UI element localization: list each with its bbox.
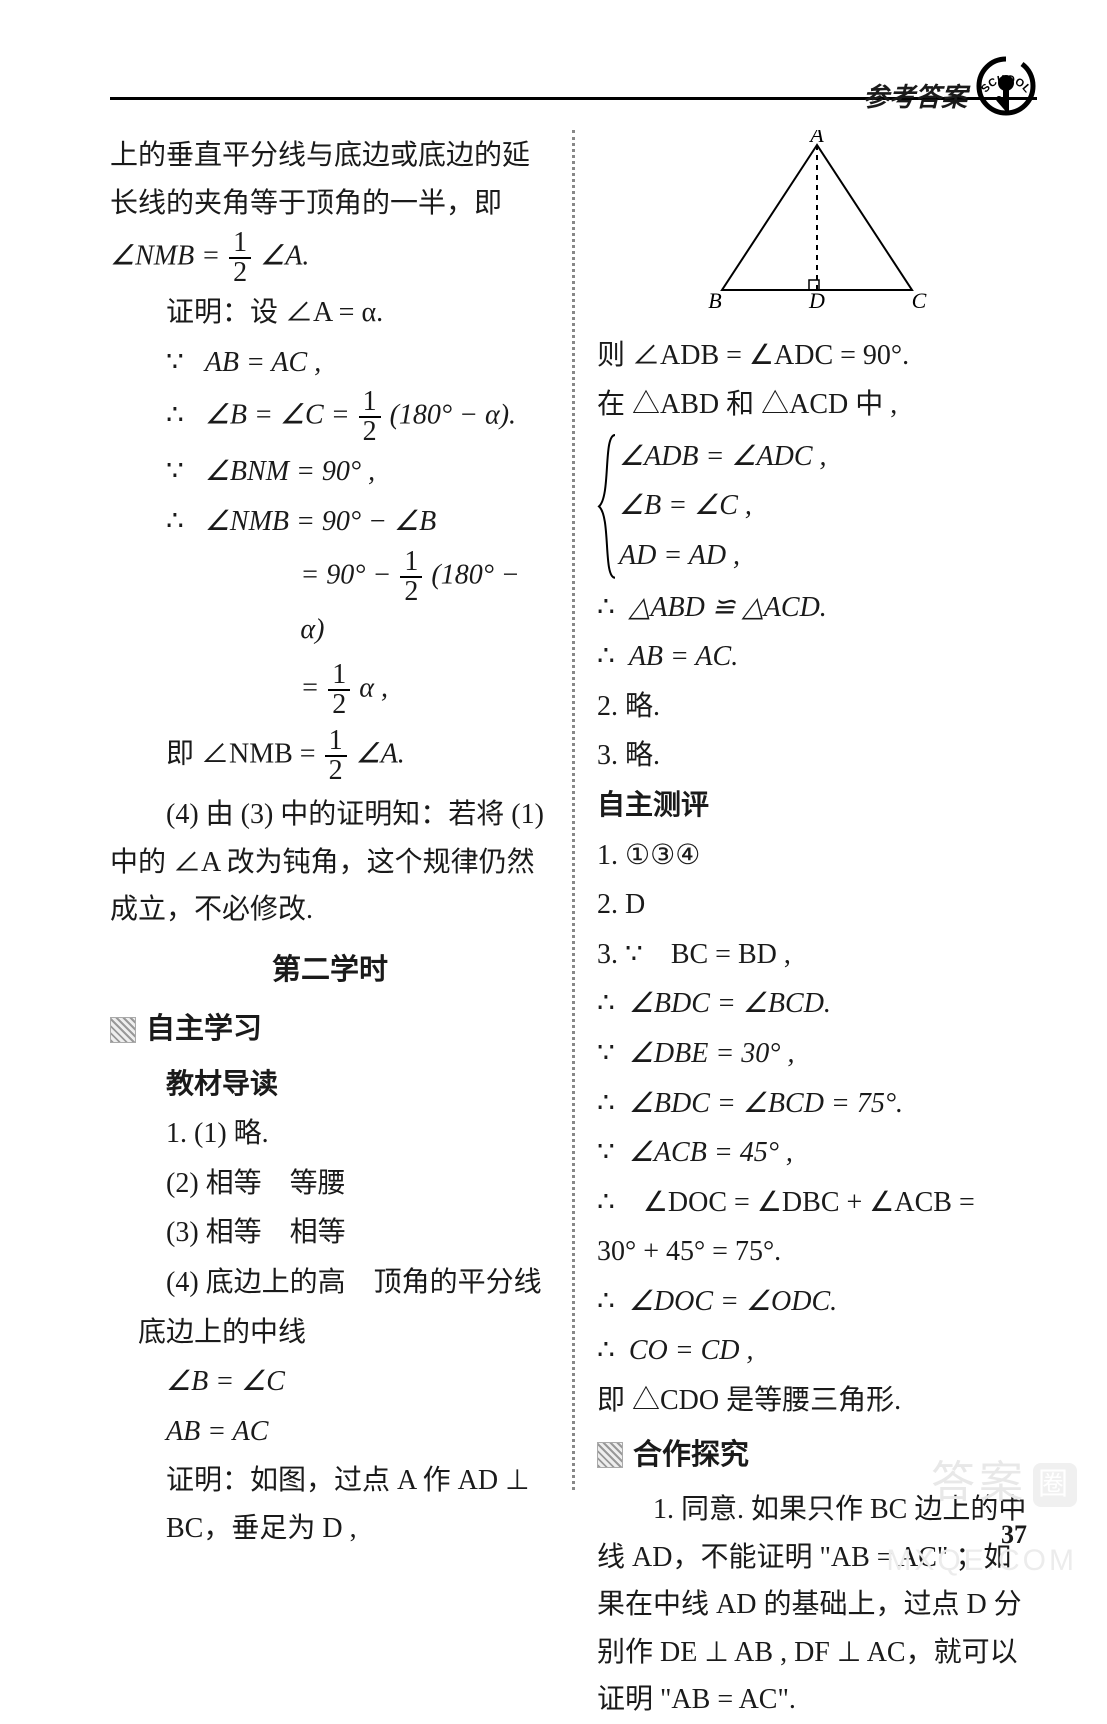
- text-line: 2. 略.: [597, 683, 1037, 731]
- text-line: 则 ∠ADB = ∠ADC = 90°.: [597, 332, 1037, 380]
- text-line: 上的垂直平分线与底边或底边的延长线的夹角等于顶角的一半，即: [110, 132, 550, 227]
- eq-part: ∠A.: [260, 241, 309, 272]
- because-line: AB = AC ,: [110, 339, 550, 387]
- subheading-icon: [110, 1017, 136, 1043]
- right-column: A B C D 则 ∠ADB = ∠ADC = 90°. 在 △ABD 和 △A…: [597, 130, 1037, 1490]
- therefore-line: ∠BDC = ∠BCD = 75°.: [597, 1080, 1037, 1128]
- therefore-line: ∠DOC = ∠ODC.: [597, 1278, 1037, 1326]
- fraction: 1 2: [325, 727, 347, 785]
- text-line: (4) 由 (3) 中的证明知：若将 (1) 中的 ∠A 改为钝角，这个规律仍然…: [110, 791, 550, 934]
- page: 参考答案 SCHOOL 上的垂直平分线与底边或底边的延长线的夹角等于顶角的一半，…: [0, 0, 1107, 1600]
- text-line: 3. ∵ BC = BD ,: [597, 931, 1037, 979]
- text-line: 证明：设 ∠A = α.: [110, 289, 550, 337]
- section-title: 第二学时: [110, 946, 550, 995]
- fraction: 1 2: [229, 229, 251, 287]
- page-number: 37: [1001, 1520, 1027, 1550]
- header-label: 参考答案: [863, 77, 967, 114]
- therefore-line: CO = CD ,: [597, 1327, 1037, 1375]
- equation: AB = AC: [166, 1416, 268, 1447]
- text-line: 在 △ABD 和 △ACD 中 ,: [597, 381, 1037, 429]
- text-line: 即 △CDO 是等腰三角形.: [597, 1377, 1037, 1425]
- therefore-line: △ABD ≌ △ACD.: [597, 584, 1037, 632]
- school-logo-icon: SCHOOL: [975, 55, 1037, 117]
- therefore-line: ∠BDC = ∠BCD.: [597, 980, 1037, 1028]
- text-line: 2. D: [597, 881, 1037, 929]
- text-line: (2) 相等 等腰: [110, 1160, 550, 1208]
- text-line: 自主测评: [597, 782, 1037, 830]
- therefore-line: AB = AC.: [597, 633, 1037, 681]
- fraction: 1 2: [400, 548, 422, 606]
- text-line: 教材导读: [110, 1061, 550, 1109]
- text-line: 证明：如图，过点 A 作 AD ⊥ BC，垂足为 D ,: [110, 1457, 550, 1552]
- text-line: 3. 略.: [597, 732, 1037, 780]
- brace-group: ∠ADB = ∠ADC , ∠B = ∠C , AD = AD ,: [597, 433, 1037, 580]
- svg-text:D: D: [808, 288, 825, 310]
- svg-text:B: B: [708, 288, 721, 310]
- text-line: 底边上的中线: [110, 1309, 550, 1357]
- text-line: (3) 相等 相等: [110, 1209, 550, 1257]
- svg-text:C: C: [912, 288, 927, 310]
- text-line: (4) 底边上的高 顶角的平分线: [110, 1259, 550, 1307]
- equation: ∠NMB = 1 2 ∠A.: [110, 229, 550, 287]
- subheading-icon: [597, 1442, 623, 1468]
- subheading: 自主学习: [110, 1005, 550, 1054]
- text-line: 1. ①③④: [597, 832, 1037, 880]
- fraction: 1 2: [328, 661, 350, 719]
- left-column: 上的垂直平分线与底边或底边的延长线的夹角等于顶角的一半，即 ∠NMB = 1 2…: [110, 130, 550, 1490]
- therefore-line: ∠NMB = 90° − ∠B: [110, 498, 550, 546]
- equation: = 1 2 α ,: [110, 661, 550, 719]
- brace-line: ∠B = ∠C ,: [619, 490, 752, 521]
- brace-line: AD = AD ,: [619, 540, 740, 571]
- text-line: ∴ ∠DOC = ∠DBC + ∠ACB =: [597, 1179, 1037, 1227]
- therefore-line: ∠B = ∠C = 1 2 (180° − α).: [110, 388, 550, 446]
- content-columns: 上的垂直平分线与底边或底边的延长线的夹角等于顶角的一半，即 ∠NMB = 1 2…: [110, 130, 1037, 1490]
- subheading: 合作探究: [597, 1431, 1037, 1480]
- brace-line: ∠ADB = ∠ADC ,: [619, 441, 827, 472]
- triangle-figure: A B C D: [597, 130, 1037, 326]
- equation: 即 ∠NMB = 1 2 ∠A.: [110, 727, 550, 785]
- fraction: 1 2: [359, 388, 381, 446]
- equation: ∠B = ∠C: [166, 1366, 285, 1397]
- subheading-label: 合作探究: [633, 1431, 749, 1480]
- because-line: ∠ACB = 45° ,: [597, 1129, 1037, 1177]
- text-line: 30° + 45° = 75°.: [597, 1228, 1037, 1276]
- because-line: ∠DBE = 30° ,: [597, 1030, 1037, 1078]
- subheading-label: 自主学习: [146, 1005, 262, 1054]
- column-divider: [572, 130, 575, 1490]
- svg-text:A: A: [808, 130, 824, 147]
- text-line: 1. (1) 略.: [110, 1110, 550, 1158]
- page-header: 参考答案 SCHOOL: [110, 55, 1037, 115]
- text-line: 1. 同意. 如果只作 BC 边上的中线 AD，不能证明 "AB = AC" ；…: [597, 1486, 1037, 1724]
- because-line: ∠BNM = 90° ,: [110, 448, 550, 496]
- eq-part: ∠NMB =: [110, 241, 227, 272]
- equation: = 90° − 1 2 (180° − α): [110, 548, 550, 654]
